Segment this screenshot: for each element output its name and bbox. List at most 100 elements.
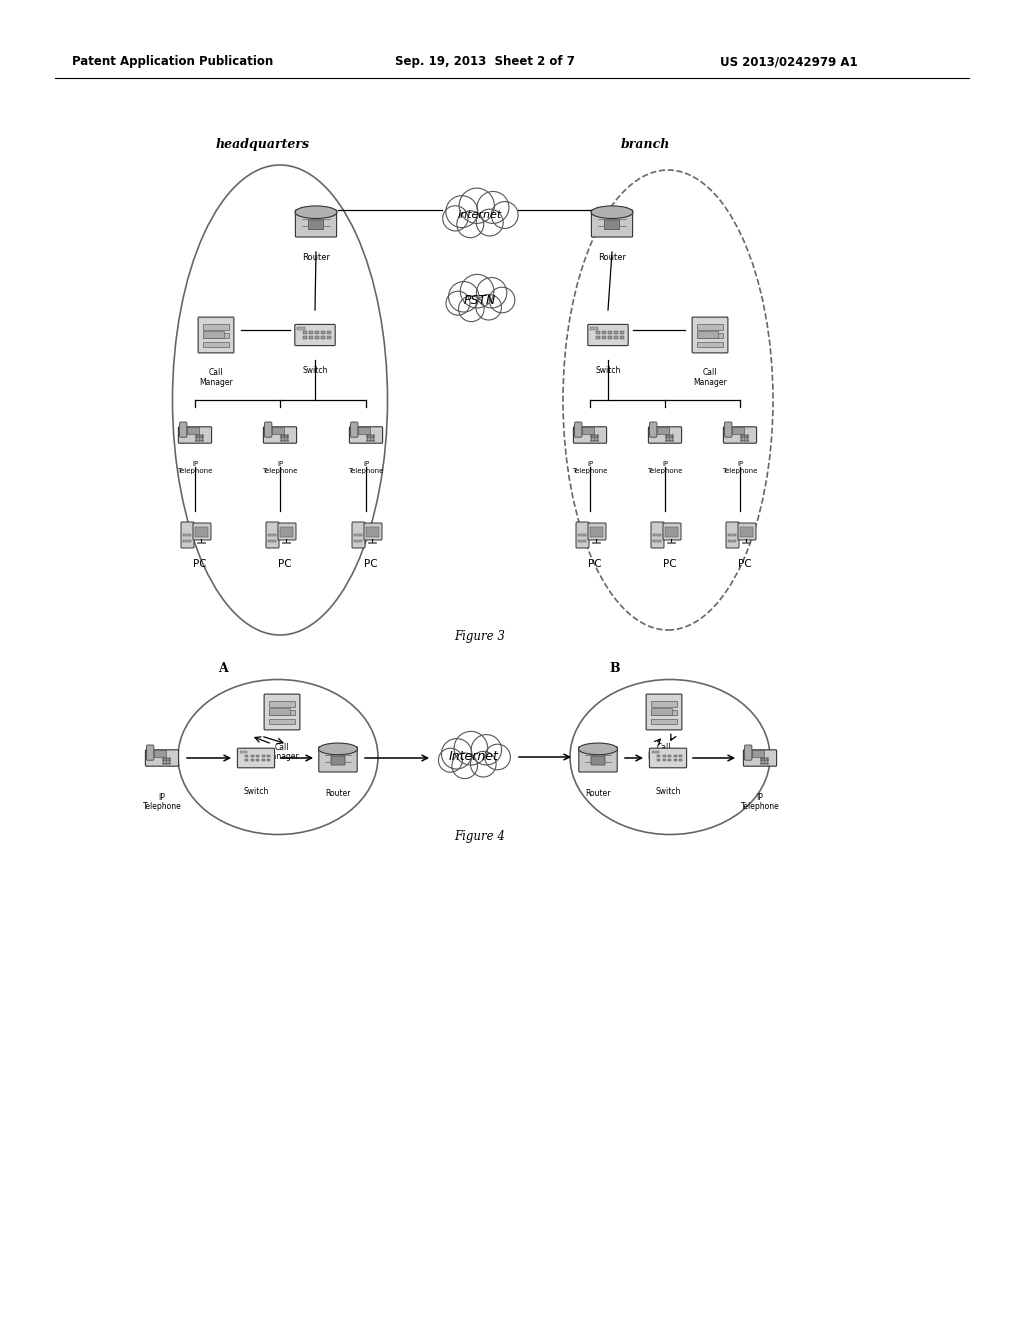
Text: PC: PC [365,558,378,569]
FancyBboxPatch shape [651,521,664,548]
Bar [668,755,672,756]
Bar [357,426,370,434]
Text: Router: Router [326,789,351,799]
Bar [656,426,669,434]
Bar [579,540,586,543]
Bar [251,755,254,756]
Bar [303,337,306,339]
Bar [368,541,376,544]
Bar [280,527,293,537]
Bar [620,331,624,334]
Text: PSTN: PSTN [464,293,497,306]
Bar [268,533,276,536]
FancyBboxPatch shape [318,747,357,772]
Bar [256,755,259,756]
Text: Switch: Switch [244,787,268,796]
Bar [657,759,660,762]
Circle shape [449,281,479,312]
Circle shape [471,735,502,766]
Bar [186,426,199,434]
FancyBboxPatch shape [263,426,297,444]
Bar [269,701,295,706]
FancyBboxPatch shape [352,521,365,548]
FancyBboxPatch shape [744,744,752,760]
Bar [602,337,605,339]
FancyBboxPatch shape [146,744,154,760]
Bar [309,337,312,339]
Bar [668,759,672,762]
Circle shape [454,731,487,766]
FancyBboxPatch shape [349,426,383,444]
Bar [697,333,723,338]
Ellipse shape [318,743,357,755]
Bar [602,331,605,334]
Text: internet: internet [458,210,502,220]
Bar [309,331,312,334]
FancyBboxPatch shape [663,523,681,540]
Bar [679,759,682,762]
Text: IP: IP [757,793,764,803]
Circle shape [459,189,495,223]
FancyBboxPatch shape [178,426,212,444]
Bar [366,527,379,537]
Circle shape [470,751,496,777]
Bar [590,527,603,537]
FancyBboxPatch shape [350,422,357,437]
FancyBboxPatch shape [278,523,296,540]
FancyBboxPatch shape [181,521,194,548]
Bar [651,751,659,754]
Bar [614,337,617,339]
Circle shape [452,752,477,779]
Bar [251,759,254,762]
Text: Figure 4: Figure 4 [455,830,506,843]
Text: headquarters: headquarters [216,139,310,150]
Bar [183,540,191,543]
FancyBboxPatch shape [575,521,589,548]
FancyBboxPatch shape [725,422,732,437]
Bar [303,331,306,334]
Bar [657,755,660,756]
Circle shape [446,292,470,315]
Text: Telephone: Telephone [142,803,181,810]
FancyBboxPatch shape [604,220,620,230]
Text: IP
Telephone: IP Telephone [177,461,213,474]
FancyBboxPatch shape [592,210,633,238]
Circle shape [457,211,483,238]
FancyBboxPatch shape [295,325,335,346]
Bar [240,751,247,754]
Bar [269,718,295,723]
Bar [261,759,265,762]
Text: PC: PC [194,558,207,569]
Text: Manager: Manager [693,378,727,387]
Text: Call: Call [209,368,223,378]
Bar [203,325,229,330]
Bar [728,533,736,536]
Circle shape [489,288,515,313]
Bar [321,331,325,334]
Bar [271,426,284,434]
Text: IP
Telephone: IP Telephone [722,461,758,474]
Text: IP
Telephone: IP Telephone [348,461,384,474]
Bar [596,337,600,339]
FancyBboxPatch shape [588,325,628,346]
Bar [665,527,678,537]
FancyBboxPatch shape [743,750,776,766]
Text: Internet: Internet [450,751,499,763]
Text: Switch: Switch [302,366,328,375]
Bar [203,331,224,338]
FancyBboxPatch shape [574,422,582,437]
FancyBboxPatch shape [723,426,757,444]
Bar [267,755,270,756]
Text: Figure 3: Figure 3 [455,630,506,643]
Text: Patent Application Publication: Patent Application Publication [72,55,273,69]
Bar [321,337,325,339]
Circle shape [476,294,502,319]
Bar [245,755,248,756]
FancyBboxPatch shape [649,748,687,768]
Circle shape [476,209,503,236]
FancyBboxPatch shape [646,694,682,730]
FancyBboxPatch shape [295,210,337,238]
FancyBboxPatch shape [738,523,756,540]
Bar [579,533,586,536]
Bar [197,541,205,544]
